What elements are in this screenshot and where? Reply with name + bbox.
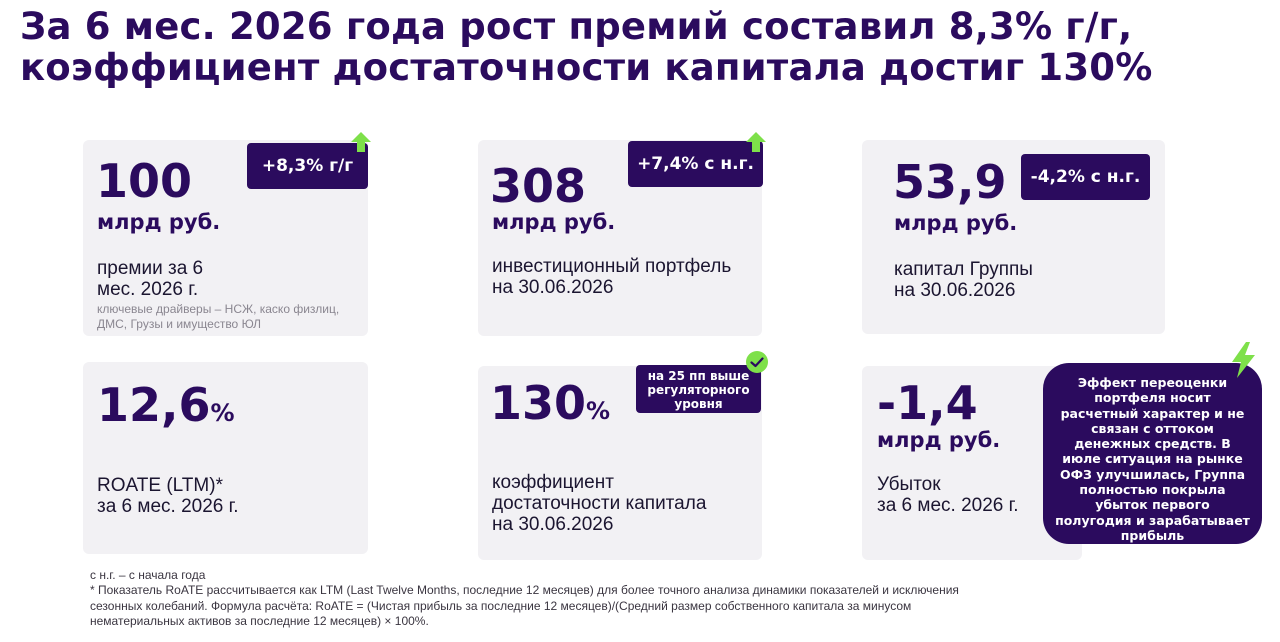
premiums-note: ключевые драйверы – НСЖ, каско физлиц, Д… [97,302,340,331]
portfolio-growth-badge: +7,4% с н.г. [628,141,763,187]
arrow-up-icon [351,132,371,152]
adequacy-value: 130% [490,376,611,430]
footnotes: с н.г. – с начала года * Показатель RoAT… [90,568,1090,630]
loss-explanation-callout: Эффект переоценки портфеля носит расчетн… [1043,363,1262,544]
footnote-line: * Показатель RoATE рассчитывается как LT… [90,583,959,598]
premiums-value: 100 [96,154,193,208]
page-title-line-2: коэффициент достаточности капитала дости… [20,46,1153,89]
adequacy-description: коэффициент достаточности капитала на 30… [492,472,707,535]
portfolio-value: 308 [490,159,587,213]
capital-change-badge: -4,2% с н.г. [1021,154,1150,200]
page-title-line-1: За 6 мес. 2026 года рост премий составил… [20,5,1133,48]
capital-value: 53,9 [893,155,1007,209]
premiums-growth-badge: +8,3% г/г [247,143,368,189]
capital-description: капитал Группы на 30.06.2026 [894,259,1033,301]
card-roate [83,362,368,554]
roate-value: 12,6% [97,378,235,432]
adequacy-badge: на 25 пп выше регуляторного уровня [636,365,761,413]
premiums-unit: млрд руб. [97,210,221,234]
arrow-up-icon [746,132,766,152]
footnote-line: нематериальных активов за последние 12 м… [90,614,429,629]
loss-unit: млрд руб. [877,428,1001,452]
page-title: За 6 мес. 2026 года рост премий составил… [20,6,1260,88]
loss-value: -1,4 [877,376,978,430]
check-badge-icon [746,351,768,373]
portfolio-description: инвестиционный портфель на 30.06.2026 [492,256,732,298]
roate-description: ROATE (LTM)* за 6 мес. 2026 г. [97,475,239,517]
footnote-line: сезонных колебаний. Формула расчёта: RoA… [90,598,912,613]
footnote-line: с н.г. – с начала года [90,568,206,582]
portfolio-unit: млрд руб. [492,210,616,234]
lightning-icon [1232,342,1255,378]
loss-description: Убыток за 6 мес. 2026 г. [877,474,1019,516]
premiums-description: премии за 6 мес. 2026 г. [97,258,204,300]
capital-unit: млрд руб. [894,211,1018,235]
